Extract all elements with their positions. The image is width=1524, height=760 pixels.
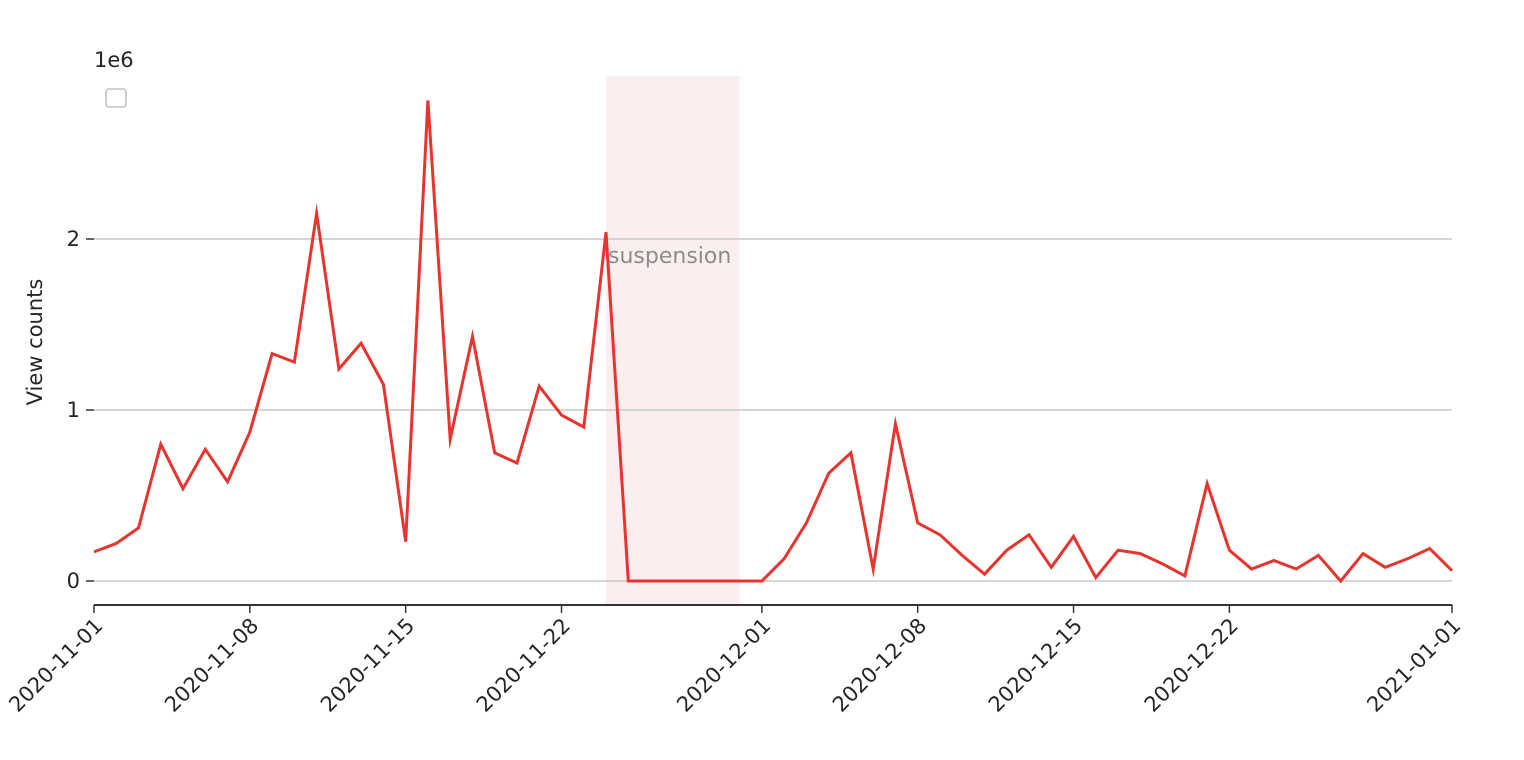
shaded-region-layer xyxy=(606,76,740,605)
series-layer xyxy=(93,100,1454,584)
y-ticks: 0 1 2 xyxy=(67,227,94,593)
y-tick-label: 0 xyxy=(67,569,80,593)
y-tick-label: 1 xyxy=(67,398,80,422)
legend-box xyxy=(105,88,127,108)
y-tick-label: 2 xyxy=(67,227,80,251)
y-offset-label: 1e6 xyxy=(94,48,134,72)
suspension-region xyxy=(606,76,740,605)
suspension-annotation: suspension xyxy=(608,244,731,269)
y-axis-title: View counts xyxy=(23,279,47,406)
series-line xyxy=(93,100,1454,584)
